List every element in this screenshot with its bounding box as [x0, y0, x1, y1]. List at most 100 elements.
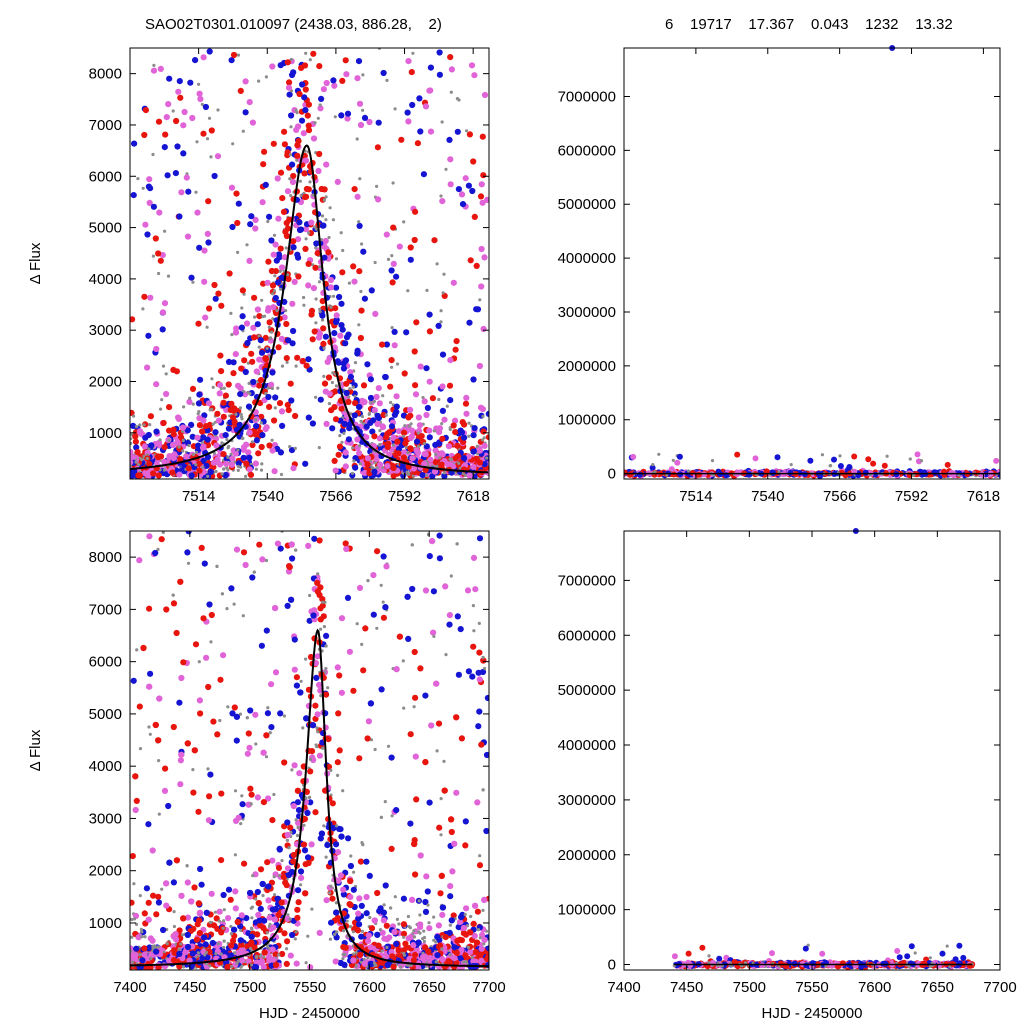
data-point [252, 711, 259, 718]
data-point [150, 203, 157, 210]
data-point [396, 243, 403, 250]
data-point [881, 462, 888, 469]
data-point [315, 745, 319, 749]
data-point [184, 427, 191, 434]
data-point [384, 444, 391, 451]
data-point [130, 454, 136, 461]
data-point [469, 914, 473, 919]
data-point [343, 71, 350, 78]
data-point [238, 712, 243, 716]
data-point [183, 174, 190, 181]
data-point [380, 69, 387, 77]
data-point [151, 152, 155, 157]
data-point [148, 442, 155, 449]
data-point [220, 592, 224, 596]
data-point [242, 389, 246, 394]
data-point [330, 380, 334, 385]
x-tick-label: 7566 [319, 488, 352, 505]
data-point [284, 865, 292, 872]
data-point [455, 671, 462, 678]
data-point [285, 838, 289, 842]
data-point [363, 893, 370, 901]
data-point [393, 393, 400, 400]
data-point [407, 434, 414, 442]
data-point [235, 949, 242, 956]
data-point [360, 414, 364, 419]
data-point [410, 543, 414, 547]
data-point [452, 429, 459, 436]
data-point [130, 441, 133, 445]
data-point [391, 443, 396, 447]
data-point [317, 280, 322, 284]
data-point [314, 246, 318, 250]
data-point [390, 260, 397, 267]
data-point [362, 957, 366, 961]
data-point [427, 64, 434, 71]
data-point [333, 932, 337, 937]
data-point [309, 25, 315, 31]
data-point [367, 376, 374, 383]
data-point [364, 735, 371, 742]
data-point [205, 198, 212, 205]
data-point [432, 938, 436, 942]
data-point [236, 468, 240, 472]
data-point [225, 886, 233, 893]
data-point [357, 334, 364, 342]
data-point [324, 358, 331, 365]
data-point [388, 754, 395, 761]
data-point [195, 320, 202, 327]
data-point [266, 403, 273, 410]
data-point [322, 691, 330, 698]
data-point [411, 236, 418, 244]
data-point [261, 314, 265, 319]
data-point [131, 960, 135, 964]
data-point [459, 419, 466, 426]
data-point [145, 899, 152, 906]
data-point [412, 208, 419, 215]
data-point [266, 442, 273, 449]
data-point [156, 209, 163, 216]
data-point [408, 427, 416, 434]
data-point [445, 958, 452, 965]
data-point [198, 544, 205, 552]
data-point [210, 377, 214, 381]
data-point [364, 361, 371, 368]
data-point [251, 334, 258, 341]
data-point [483, 827, 489, 835]
data-point [409, 422, 413, 426]
data-point [288, 153, 293, 157]
data-point [257, 866, 265, 873]
data-point [412, 391, 420, 398]
data-point [216, 390, 223, 397]
data-point [130, 953, 136, 960]
data-point [281, 314, 288, 321]
data-point [197, 865, 204, 873]
data-point [225, 607, 229, 611]
data-point [272, 241, 279, 248]
data-point [293, 674, 300, 681]
data-point [446, 929, 453, 936]
data-point [373, 455, 380, 462]
data-point [170, 426, 177, 433]
data-point [280, 208, 288, 215]
data-point [167, 438, 171, 442]
data-point [327, 402, 331, 406]
data-point [374, 548, 381, 555]
data-point [160, 398, 164, 402]
data-point [389, 400, 393, 405]
data-point [206, 793, 213, 800]
data-point [305, 282, 312, 289]
data-point [200, 54, 207, 61]
data-point [468, 62, 476, 69]
data-point [411, 648, 418, 656]
y-tick-label: 4000000 [558, 250, 616, 267]
data-point [247, 889, 254, 897]
data-point [279, 422, 286, 429]
data-point [204, 950, 208, 954]
data-point [278, 269, 282, 273]
data-point [221, 945, 226, 949]
data-point [422, 759, 429, 766]
data-point [412, 382, 419, 389]
data-point [204, 230, 211, 237]
data-point [216, 942, 221, 946]
